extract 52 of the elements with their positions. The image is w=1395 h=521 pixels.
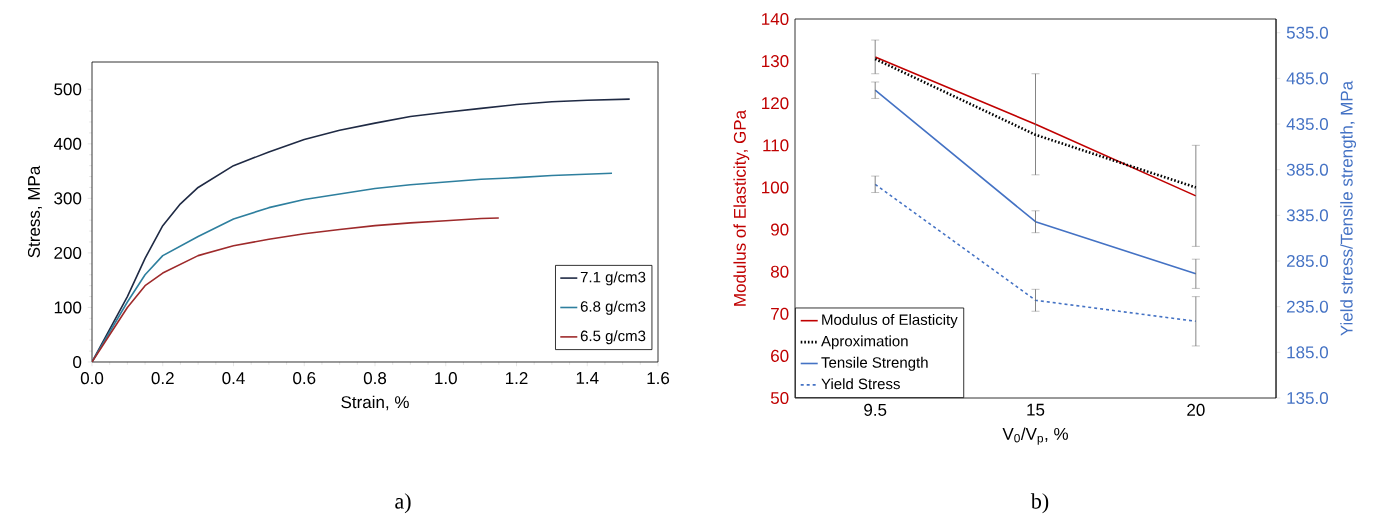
y-tick-label: 80 xyxy=(770,265,789,278)
y-axis-title: Modulus of Elasticity, GPa xyxy=(733,109,750,306)
y-tick-label: 500 xyxy=(54,83,82,96)
y2-tick-label: 385.0 xyxy=(1286,163,1329,176)
x-tick-label: 15 xyxy=(1027,403,1045,416)
x-tick-label: 9.5 xyxy=(864,403,887,416)
y2-tick-label: 235.0 xyxy=(1286,300,1329,313)
legend-label: 6.5 g/cm3 xyxy=(580,330,646,345)
x-tick-label: 1.2 xyxy=(505,372,528,384)
x-tick-label: 0.6 xyxy=(293,372,316,385)
x-axis-title: Strain, % xyxy=(341,395,409,411)
legend-label: Aproximation xyxy=(821,335,908,350)
y-tick-label: 0 xyxy=(73,355,82,369)
y2-tick-label: 485.0 xyxy=(1286,72,1329,85)
x-tick-label: 1.6 xyxy=(647,372,670,385)
y-tick-label: 50 xyxy=(770,391,789,405)
y2-tick-label: 435.0 xyxy=(1286,118,1329,131)
y2-tick-label: 535.0 xyxy=(1286,26,1329,39)
x-tick-label: 20 xyxy=(1187,403,1205,416)
text: b) xyxy=(1030,493,1049,514)
y-axis-title: Stress, MPa xyxy=(27,165,42,258)
legend-label: 6.8 g/cm3 xyxy=(580,300,646,315)
y-tick-label: 110 xyxy=(763,139,789,152)
y-tick-label: 60 xyxy=(771,349,789,362)
y2-tick-label: 285.0 xyxy=(1286,254,1329,268)
y2-tick-label: 135.0 xyxy=(1287,391,1329,405)
x-axis-title: V$_{0}$/V$_{p}$, % xyxy=(1002,427,1068,445)
legend-label: Yield Stress xyxy=(821,378,900,390)
y-tick-label: 120 xyxy=(762,97,789,110)
y-tick-label: 140 xyxy=(762,12,789,26)
y-tick-label: 100 xyxy=(762,181,789,194)
x-tick-label: 0.4 xyxy=(222,372,245,385)
y2-tick-label: 335.0 xyxy=(1286,209,1329,222)
y-tick-label: 400 xyxy=(53,137,82,150)
legend-label: Modulus of Elasticity xyxy=(822,313,958,328)
y2-tick-label: 185.0 xyxy=(1287,346,1329,359)
x-tick-label: 1.4 xyxy=(576,372,599,384)
y-tick-label: 200 xyxy=(54,246,82,259)
legend-label: Tensile Strength xyxy=(821,356,928,371)
x-tick-label: 0.8 xyxy=(363,372,387,385)
line-series xyxy=(92,217,500,362)
x-tick-label: 0.2 xyxy=(151,372,174,385)
x-tick-label: 1.0 xyxy=(435,372,457,385)
y-tick-label: 100 xyxy=(54,301,82,314)
text: a) xyxy=(395,493,411,514)
y-tick-label: 70 xyxy=(771,307,789,320)
y-tick-label: 300 xyxy=(54,192,82,205)
legend-label: 7.1 g/cm3 xyxy=(580,271,646,286)
x-tick-label: 0.0 xyxy=(80,372,104,385)
y-tick-label: 130 xyxy=(762,55,789,68)
y2-axis-title: Yield stress/Tensile strength, MPa xyxy=(1340,80,1357,336)
y-tick-label: 90 xyxy=(771,223,789,236)
